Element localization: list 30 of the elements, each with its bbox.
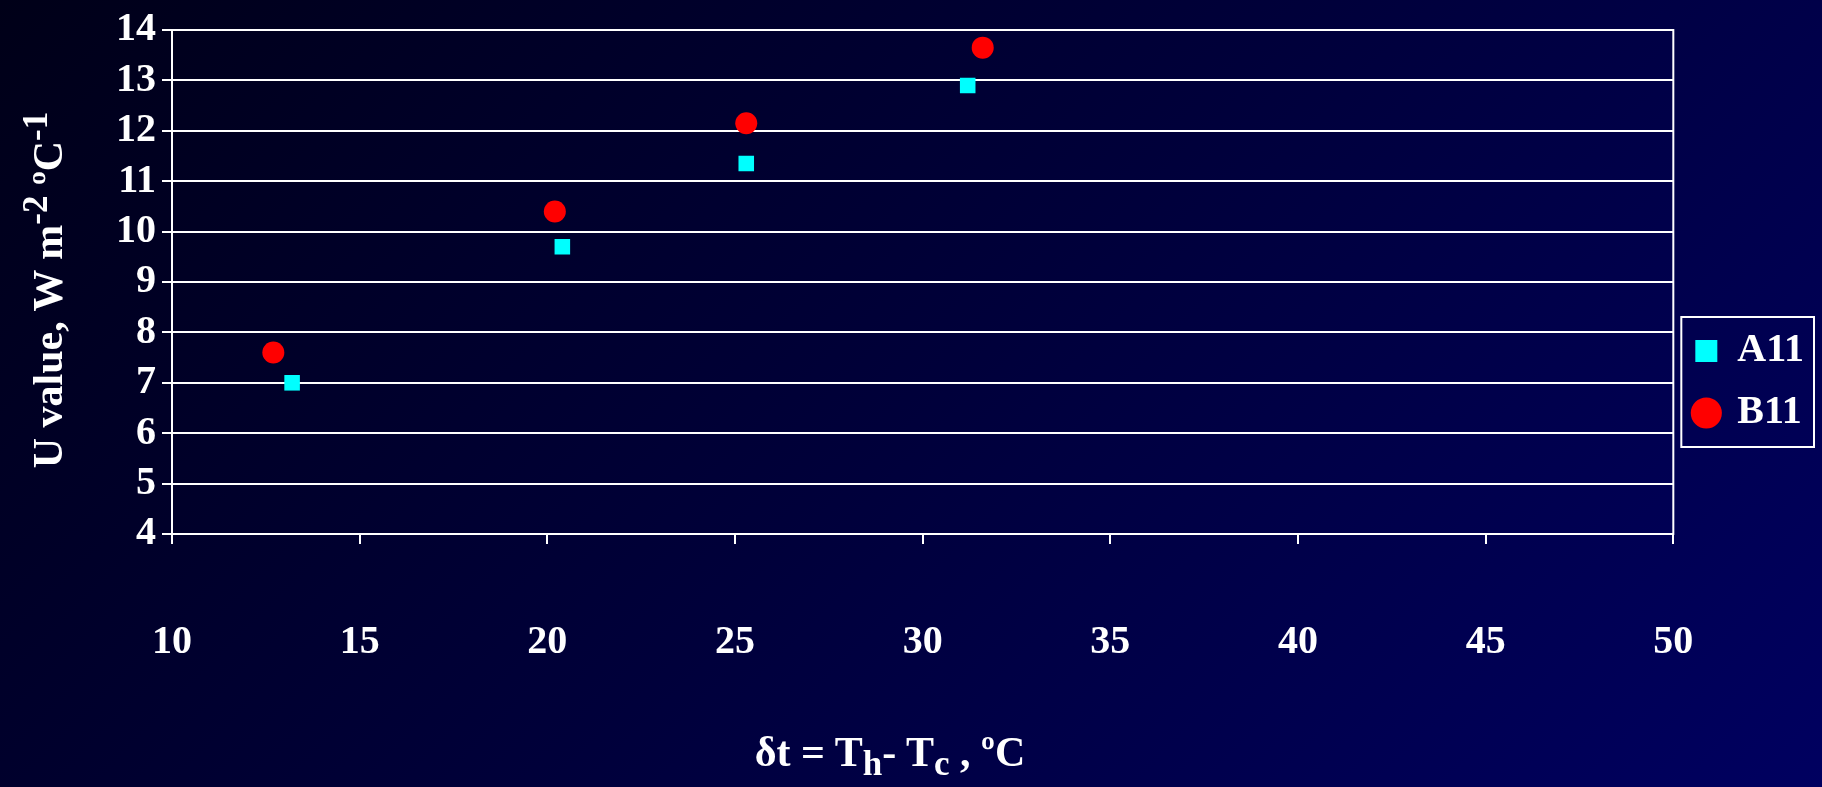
point — [971, 36, 994, 59]
legend-label: B11 — [1737, 387, 1802, 433]
point — [738, 155, 755, 172]
x-tick-label: 30 — [902, 617, 943, 663]
x-tick-label: 45 — [1465, 617, 1506, 663]
y-tick-label: 7 — [136, 357, 156, 403]
x-tick-label: 15 — [339, 617, 380, 663]
y-tick-label: 5 — [136, 457, 156, 503]
x-tick-label: 25 — [715, 617, 755, 663]
x-tick-label: 35 — [1090, 617, 1131, 663]
point — [284, 375, 300, 391]
point — [959, 77, 976, 94]
y-tick-label: 11 — [118, 155, 156, 201]
y-tick-label: 8 — [136, 306, 156, 352]
point — [543, 200, 566, 223]
y-tick-label: 10 — [116, 205, 156, 251]
y-tick-label: 4 — [136, 508, 156, 554]
y-tick-label: 6 — [136, 407, 156, 453]
x-tick-label: 40 — [1277, 617, 1318, 663]
legend-label: A11 — [1737, 325, 1805, 371]
y-tick-label: 13 — [116, 54, 156, 100]
y-tick-label: 14 — [116, 4, 156, 50]
x-tick-label: 20 — [527, 617, 568, 663]
x-tick-label: 50 — [1653, 617, 1694, 663]
point — [262, 341, 285, 364]
point — [554, 238, 571, 255]
y-tick-label: 12 — [116, 105, 156, 151]
x-axis-title: δt = T$_{h}$- T$_{c}$ , ºC — [754, 728, 1026, 785]
point — [735, 112, 758, 135]
y-tick-label: 9 — [136, 256, 156, 302]
